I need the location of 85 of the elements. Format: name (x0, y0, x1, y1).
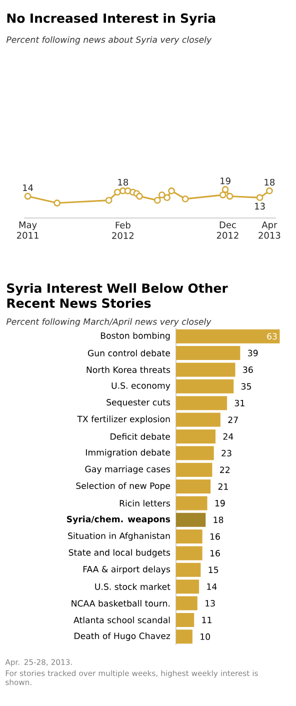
y-tick-label: Atlanta school scandal (74, 616, 170, 624)
point (54, 200, 61, 206)
y-tick-label: Death of Hugo Chavez (74, 632, 170, 641)
point (222, 186, 229, 193)
y-tick-label: NCAA basketball tourn. (72, 600, 170, 607)
data-label: 35 (241, 383, 251, 390)
data-label: 24 (223, 433, 234, 440)
data-label: 14 (23, 184, 34, 192)
y-tick-label: Gun control debate (88, 350, 170, 356)
y-tick-label: Syria/chem. weapons (66, 516, 170, 524)
x-tick-label: Dec 2012 (216, 222, 238, 239)
point (256, 194, 264, 202)
point (105, 196, 112, 204)
y-tick-label: Immigration debate (86, 448, 170, 458)
point (24, 192, 32, 200)
x-tick-label: Feb 2012 (112, 222, 134, 240)
data-label: 27 (228, 416, 238, 423)
data-label: 14 (207, 583, 217, 590)
data-label: 16 (210, 533, 220, 540)
point (266, 187, 273, 194)
chart-title: No Increased Interest in Syria (7, 13, 216, 26)
bar (176, 630, 192, 644)
bar (176, 329, 280, 344)
y-tick-label: North Korea threats (86, 366, 170, 374)
y-tick-label: Deficit debate (110, 433, 170, 440)
data-label: 13 (255, 202, 265, 210)
data-label: 13 (206, 600, 215, 607)
data-label: 19 (220, 178, 230, 184)
point (164, 194, 171, 202)
data-label: 16 (210, 550, 220, 556)
point (182, 196, 189, 202)
bar (176, 480, 211, 494)
y-tick-label: U.S. stock market (95, 583, 170, 590)
data-label: 15 (208, 566, 218, 574)
data-label: 19 (215, 500, 225, 506)
x-tick-label: Apr 2013 (258, 222, 280, 239)
data-label: 18 (214, 516, 224, 524)
data-label: 10 (200, 633, 210, 640)
bar (176, 496, 208, 510)
point (168, 187, 175, 194)
data-label: 11 (202, 616, 212, 624)
bar (176, 580, 200, 594)
y-tick-label: Selection of new Pope (76, 482, 170, 491)
bar (176, 446, 214, 460)
bar (176, 412, 220, 427)
data-label: 21 (218, 483, 228, 490)
bar (176, 562, 201, 577)
y-tick-label: State and local budgets (68, 549, 170, 558)
x-tick-label: May 2011 (16, 222, 38, 239)
y-tick-label: Situation in Afghanistan (68, 532, 170, 541)
point (219, 191, 226, 198)
point (114, 188, 121, 196)
bar (176, 379, 234, 394)
bar (176, 512, 206, 527)
data-label: 18 (118, 178, 128, 186)
data-label: 23 (222, 450, 232, 456)
point (154, 196, 161, 204)
chart-subtitle: Percent following news about Syria very closely (6, 36, 212, 45)
bar (176, 362, 236, 377)
point (158, 191, 166, 198)
y-tick-label: Gay marriage cases (85, 466, 170, 474)
data-label: 18 (264, 178, 275, 186)
y-tick-label: Ricin letters (120, 500, 170, 507)
bar (176, 612, 194, 627)
y-tick-label: FAA & airport delays (83, 566, 170, 574)
bar (176, 546, 202, 560)
bar (176, 396, 228, 410)
data-label: 39 (248, 350, 258, 356)
data-label: 31 (234, 400, 244, 406)
y-tick-label: Sequester cuts (106, 399, 170, 408)
data-label: 36 (243, 366, 253, 373)
bar (176, 462, 212, 477)
data-label: 63 (267, 333, 277, 340)
y-tick-label: TX fertilizer explosion (77, 416, 170, 424)
chart-title: Syria Interest Well Below Other Recent News Stories (7, 283, 228, 308)
bar (176, 596, 198, 610)
data-label: 22 (220, 466, 230, 474)
bar (176, 429, 216, 444)
point (226, 192, 234, 200)
chart-subtitle: Percent following March/April news very closely (6, 318, 212, 327)
y-tick-label: U.S. economy (112, 382, 170, 390)
bar (176, 346, 240, 360)
y-tick-label: Boston bombing (100, 332, 170, 341)
bar (176, 530, 202, 544)
point (136, 192, 143, 200)
